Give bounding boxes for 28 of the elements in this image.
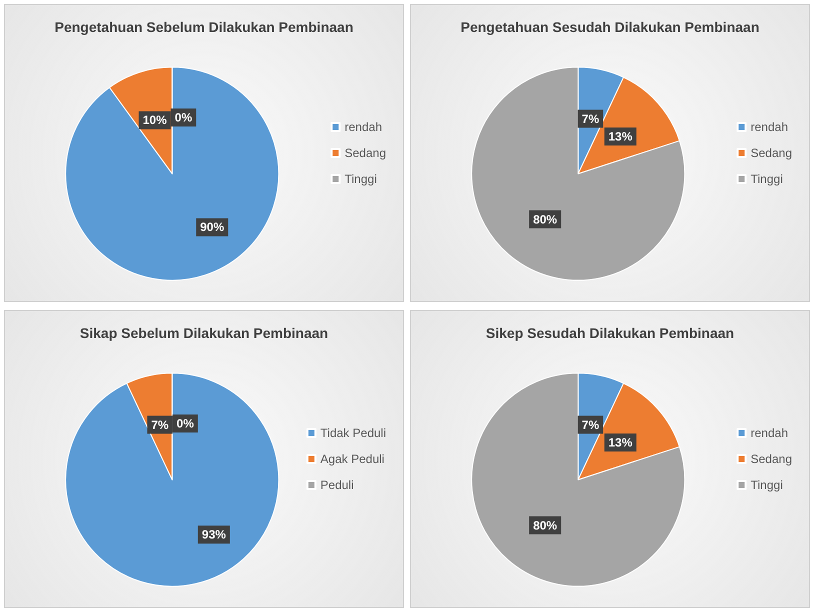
chart-title: Sikep Sesudah Dilakukan Pembinaan [486,325,734,341]
data-label: 7% [582,112,600,126]
data-label: 80% [533,518,558,532]
chart-title: Sikap Sebelum Dilakukan Pembinaan [80,325,328,341]
chart-title: Pengetahuan Sebelum Dilakukan Pembinaan [54,19,354,35]
text: 0% [174,110,192,124]
legend-label: Agak Peduli [320,452,384,466]
legend-label: Tidak Peduli [320,426,386,440]
data-label: 93% [202,528,226,542]
data-label: 13% [608,436,633,450]
data-label: 7% [582,418,600,432]
data-label: 90% [200,220,224,234]
legend-label: Tinggi [344,172,377,186]
legend-label: rendah [344,120,382,134]
chart-title: Pengetahuan Sesudah Dilakukan Pembinaan [460,19,760,35]
data-label: 13% [608,130,633,144]
data-label: 7% [151,418,169,432]
legend-label: Sedang [750,146,792,160]
legend-label: rendah [750,426,788,440]
legend-label: Sedang [750,452,792,466]
legend-label: Peduli [320,478,354,492]
legend-label: Tinggi [750,478,783,492]
legend-label: rendah [750,120,788,134]
data-label: 10% [142,113,168,128]
legend-label: Tinggi [750,172,783,186]
data-label: 80% [533,212,558,226]
text: 0% [176,416,194,430]
legend-label: Sedang [344,146,386,160]
